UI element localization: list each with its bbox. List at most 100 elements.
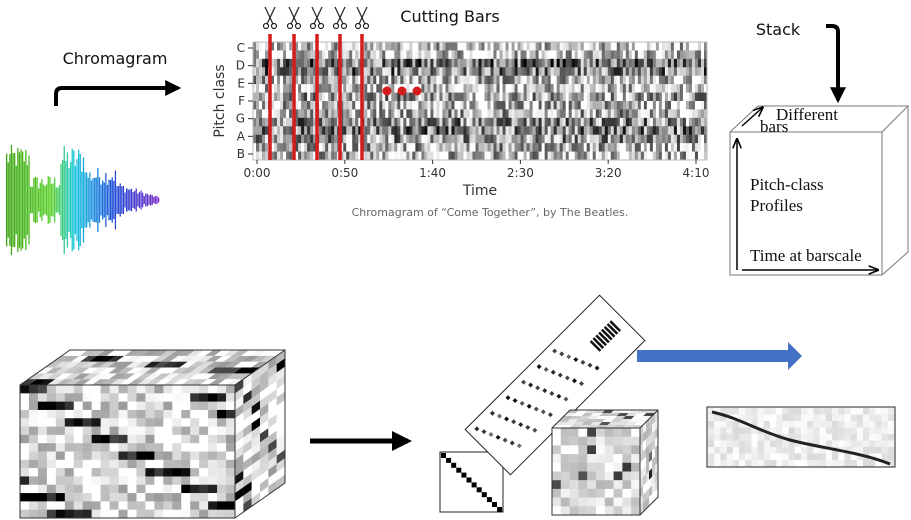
strip-cell bbox=[795, 447, 801, 454]
chroma-cell bbox=[509, 143, 512, 152]
chroma-cell bbox=[391, 152, 394, 161]
chroma-cell bbox=[433, 84, 436, 93]
chroma-cell bbox=[403, 109, 406, 118]
chroma-cell bbox=[647, 42, 650, 51]
chroma-cell bbox=[259, 143, 262, 152]
cube-cell bbox=[74, 427, 83, 436]
x-tick-label: 0:00 bbox=[244, 166, 271, 180]
chroma-cell bbox=[370, 84, 373, 93]
wave-bar bbox=[94, 178, 95, 222]
chroma-cell bbox=[391, 135, 394, 144]
chroma-cell bbox=[403, 152, 406, 161]
arrowhead bbox=[788, 342, 802, 370]
chroma-cell bbox=[593, 109, 596, 118]
chroma-cell bbox=[445, 67, 448, 76]
chroma-cell bbox=[641, 152, 644, 161]
chroma-cell bbox=[596, 143, 599, 152]
chroma-cell bbox=[557, 50, 560, 59]
strip-cell bbox=[838, 428, 844, 435]
cube-cell bbox=[172, 435, 181, 444]
chroma-cell bbox=[352, 126, 355, 135]
chroma-cell bbox=[617, 118, 620, 127]
chroma-cell bbox=[575, 143, 578, 152]
chroma-cell bbox=[659, 143, 662, 152]
strip-cell bbox=[745, 460, 751, 467]
chroma-cell bbox=[593, 76, 596, 85]
chroma-cell bbox=[439, 152, 442, 161]
chroma-cell bbox=[463, 101, 466, 110]
chroma-cell bbox=[560, 50, 563, 59]
cube-cell bbox=[226, 452, 235, 461]
chroma-cell bbox=[406, 143, 409, 152]
chroma-cell bbox=[623, 135, 626, 144]
cube-cell bbox=[596, 463, 605, 472]
chroma-cell bbox=[698, 101, 701, 110]
wave-bar bbox=[113, 181, 114, 219]
chroma-cell bbox=[460, 101, 463, 110]
chroma-cell bbox=[280, 135, 283, 144]
chroma-cell bbox=[352, 143, 355, 152]
cube-cell bbox=[119, 510, 128, 519]
chroma-cell bbox=[614, 84, 617, 93]
chroma-cell bbox=[524, 59, 527, 68]
cube-cell bbox=[38, 452, 47, 461]
chroma-cell bbox=[379, 101, 382, 110]
chroma-cell bbox=[659, 118, 662, 127]
cube-cell bbox=[92, 468, 101, 477]
chroma-cell bbox=[364, 93, 367, 102]
chroma-cell bbox=[406, 93, 409, 102]
chroma-cell bbox=[614, 42, 617, 51]
chroma-cell bbox=[593, 42, 596, 51]
chroma-cell bbox=[587, 76, 590, 85]
cube-cell bbox=[614, 463, 623, 472]
chroma-cell bbox=[325, 143, 328, 152]
chroma-cell bbox=[454, 109, 457, 118]
chroma-cell bbox=[349, 118, 352, 127]
chroma-cell bbox=[668, 101, 671, 110]
chroma-cell bbox=[569, 42, 572, 51]
chroma-cell bbox=[605, 109, 608, 118]
blade bbox=[265, 7, 273, 24]
chroma-cell bbox=[274, 126, 277, 135]
strip-cell bbox=[727, 421, 733, 428]
chroma-cell bbox=[367, 67, 370, 76]
chroma-cell bbox=[469, 67, 472, 76]
chroma-cell bbox=[512, 126, 515, 135]
chroma-cell bbox=[563, 118, 566, 127]
chroma-cell bbox=[307, 50, 310, 59]
chroma-cell bbox=[500, 67, 503, 76]
chroma-cell bbox=[629, 118, 632, 127]
chroma-cell bbox=[506, 109, 509, 118]
chroma-cell bbox=[578, 50, 581, 59]
chroma-cell bbox=[581, 135, 584, 144]
chroma-cell bbox=[629, 126, 632, 135]
cube-cell bbox=[199, 452, 208, 461]
strip-cell bbox=[764, 447, 770, 454]
chroma-cell bbox=[698, 50, 701, 59]
chroma-cell bbox=[587, 135, 590, 144]
chroma-cell bbox=[277, 59, 280, 68]
chroma-cell bbox=[545, 118, 548, 127]
chroma-cell bbox=[418, 143, 421, 152]
chroma-cell bbox=[463, 59, 466, 68]
strip-cell bbox=[758, 434, 764, 441]
chroma-cell bbox=[509, 84, 512, 93]
chroma-cell bbox=[454, 118, 457, 127]
chroma-cell bbox=[382, 101, 385, 110]
cube-cell bbox=[56, 402, 65, 411]
chroma-cell bbox=[686, 118, 689, 127]
chroma-cell bbox=[566, 135, 569, 144]
chroma-cell bbox=[686, 42, 689, 51]
cube-cell bbox=[145, 493, 154, 502]
chroma-cell bbox=[400, 152, 403, 161]
wave-bar bbox=[158, 198, 159, 203]
chroma-cell bbox=[436, 152, 439, 161]
chroma-cell bbox=[611, 143, 614, 152]
chroma-cell bbox=[665, 143, 668, 152]
chroma-cell bbox=[466, 109, 469, 118]
cube-cell bbox=[199, 427, 208, 436]
chroma-cell bbox=[478, 42, 481, 51]
chroma-cell bbox=[491, 76, 494, 85]
chroma-cell bbox=[367, 109, 370, 118]
chroma-cell bbox=[632, 76, 635, 85]
